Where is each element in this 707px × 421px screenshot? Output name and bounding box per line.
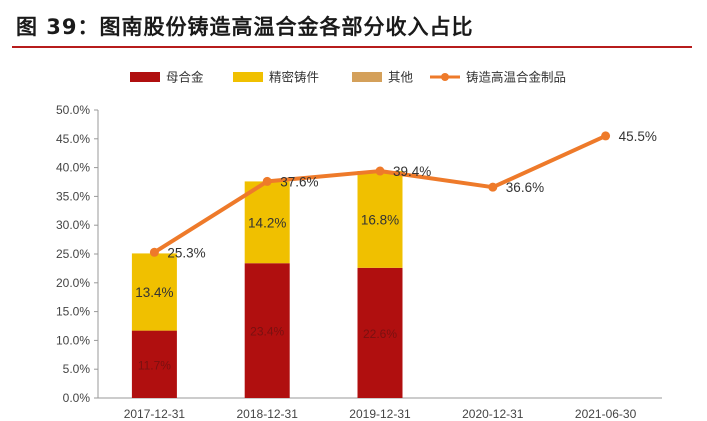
line-series: 25.3% 37.6% 39.4% 36.6% 45.5% — [149, 129, 657, 260]
y-tick-label: 40.0% — [56, 161, 90, 175]
legend-swatch — [233, 72, 263, 82]
bar-segment — [357, 267, 403, 398]
bar-segment — [131, 253, 177, 331]
legend-swatch — [352, 72, 382, 82]
x-axis: 2017-12-31 2018-12-31 2019-12-31 2020-12-31… — [98, 397, 662, 421]
line-data-label: 25.3% — [167, 245, 205, 260]
line-point — [488, 182, 498, 192]
y-tick-label: 50.0% — [56, 103, 90, 117]
bar-segment — [357, 171, 403, 268]
y-tick-label: 15.0% — [56, 305, 90, 319]
line-data-label: 37.6% — [280, 174, 318, 189]
x-tick-label: 2019-12-31 — [349, 407, 411, 421]
x-tick-label: 2018-12-31 — [237, 407, 299, 421]
bar-data-label: 16.8% — [361, 212, 399, 227]
line-point — [601, 131, 611, 141]
bar-data-label: 22.6% — [363, 327, 397, 341]
y-tick-label: 0.0% — [63, 391, 91, 405]
line-point — [149, 247, 159, 257]
bar-data-label: 14.2% — [248, 215, 286, 230]
bar-segment — [244, 263, 290, 398]
line-data-label: 36.6% — [506, 180, 544, 195]
y-tick-label: 20.0% — [56, 276, 90, 290]
bar-segment — [131, 330, 177, 398]
y-tick-label: 10.0% — [56, 333, 90, 347]
bars: 11.7% 13.4% 23.4% 14.2% 22.6% 16.8% — [131, 171, 403, 398]
y-tick-label: 5.0% — [63, 362, 91, 376]
header: 图 39：图南股份铸造高温合金各部分收入占比 — [0, 0, 707, 50]
line-data-label: 45.5% — [619, 129, 657, 144]
line-point — [262, 176, 272, 186]
y-tick-label: 45.0% — [56, 132, 90, 146]
bar-segment — [244, 181, 290, 264]
line-point — [375, 166, 385, 176]
bar-data-label: 23.4% — [250, 325, 284, 339]
legend-label: 铸造高温合金制品 — [466, 70, 566, 85]
bar-data-label: 13.4% — [135, 285, 173, 300]
legend: 母合金 精密铸件 其他 铸造高温合金制品 — [130, 70, 566, 85]
line-data-label: 39.4% — [393, 164, 431, 179]
legend-label: 精密铸件 — [269, 70, 319, 85]
x-tick-label: 2021-06-30 — [575, 407, 637, 421]
y-tick-label: 25.0% — [56, 247, 90, 261]
legend-label: 其他 — [388, 70, 414, 85]
legend-swatch-marker — [441, 73, 449, 81]
x-tick-label: 2017-12-31 — [124, 407, 186, 421]
legend-label: 母合金 — [166, 70, 204, 85]
y-axis: 0.0% 5.0% 10.0% 15.0% 20.0% 25.0% 30.0% 35.0% 40… — [56, 103, 99, 405]
y-tick-label: 30.0% — [56, 218, 90, 232]
legend-swatch — [130, 72, 160, 82]
y-tick-label: 35.0% — [56, 189, 90, 203]
x-tick-label: 2020-12-31 — [462, 407, 524, 421]
bar-data-label: 11.7% — [138, 358, 171, 372]
chart-title: 图 39：图南股份铸造高温合金各部分收入占比 — [16, 15, 474, 39]
title-rule — [12, 46, 692, 48]
